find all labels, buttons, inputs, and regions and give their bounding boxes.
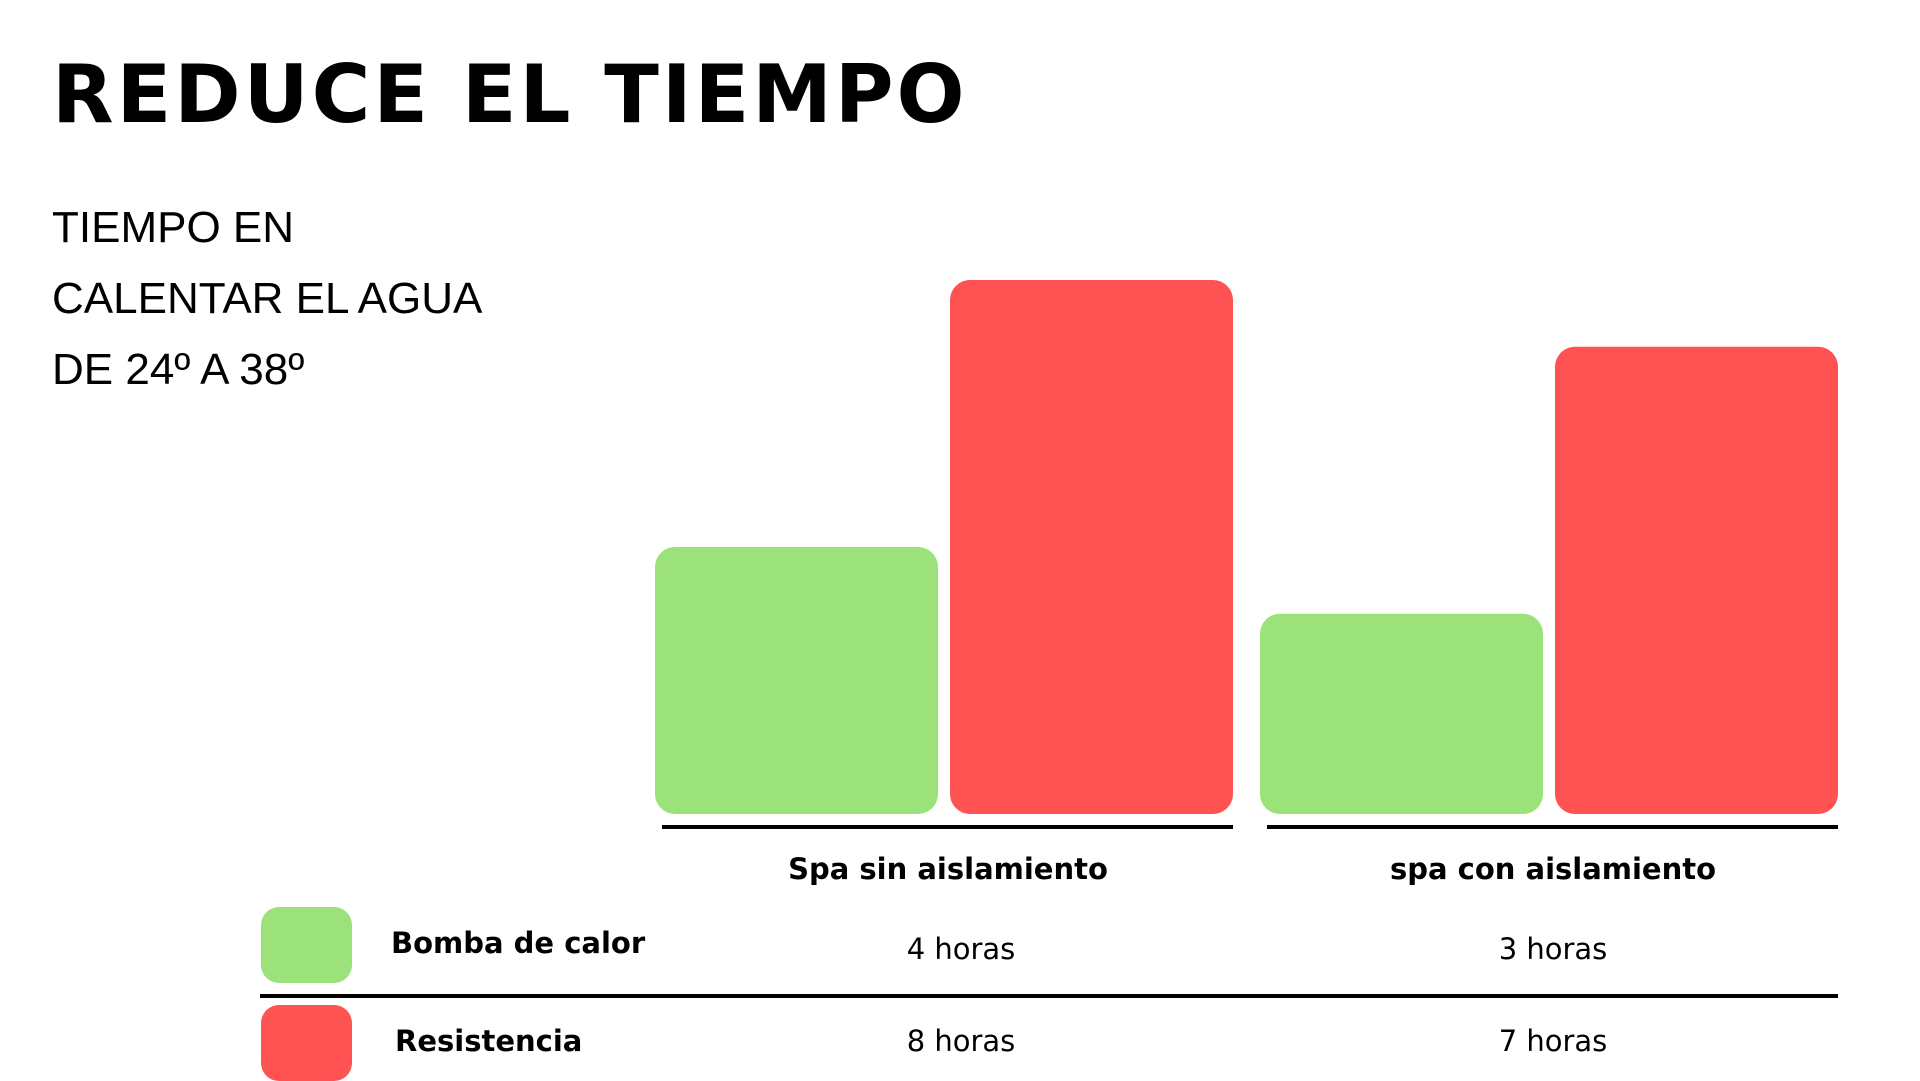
legend-label: Bomba de calor <box>391 926 646 960</box>
bar-bomba <box>655 547 938 814</box>
subtitle-line: CALENTAR EL AGUA <box>52 274 483 323</box>
value-label: 8 horas <box>906 1024 1016 1058</box>
page-title: REDUCE EL TIEMPO <box>52 48 968 141</box>
legend-swatch-bomba <box>261 907 352 983</box>
bar-resistencia <box>1555 346 1838 814</box>
bar-resistencia <box>950 280 1233 814</box>
subtitle-line: DE 24º A 38º <box>52 345 305 394</box>
subtitle-line: TIEMPO EN <box>52 203 295 252</box>
legend-swatch-resistencia <box>261 1005 352 1081</box>
legend-label: Resistencia <box>395 1024 583 1058</box>
bar-bomba <box>1260 613 1543 814</box>
value-label: 4 horas <box>906 932 1016 966</box>
value-label: 7 horas <box>1498 1024 1608 1058</box>
category-label: spa con aislamiento <box>1389 852 1717 886</box>
value-label: 3 horas <box>1498 932 1608 966</box>
category-label: Spa sin aislamiento <box>788 852 1108 886</box>
chart-subtitle: TIEMPO EN CALENTAR EL AGUA DE 24º A 38º <box>52 192 482 405</box>
legend-divider <box>260 994 1838 998</box>
